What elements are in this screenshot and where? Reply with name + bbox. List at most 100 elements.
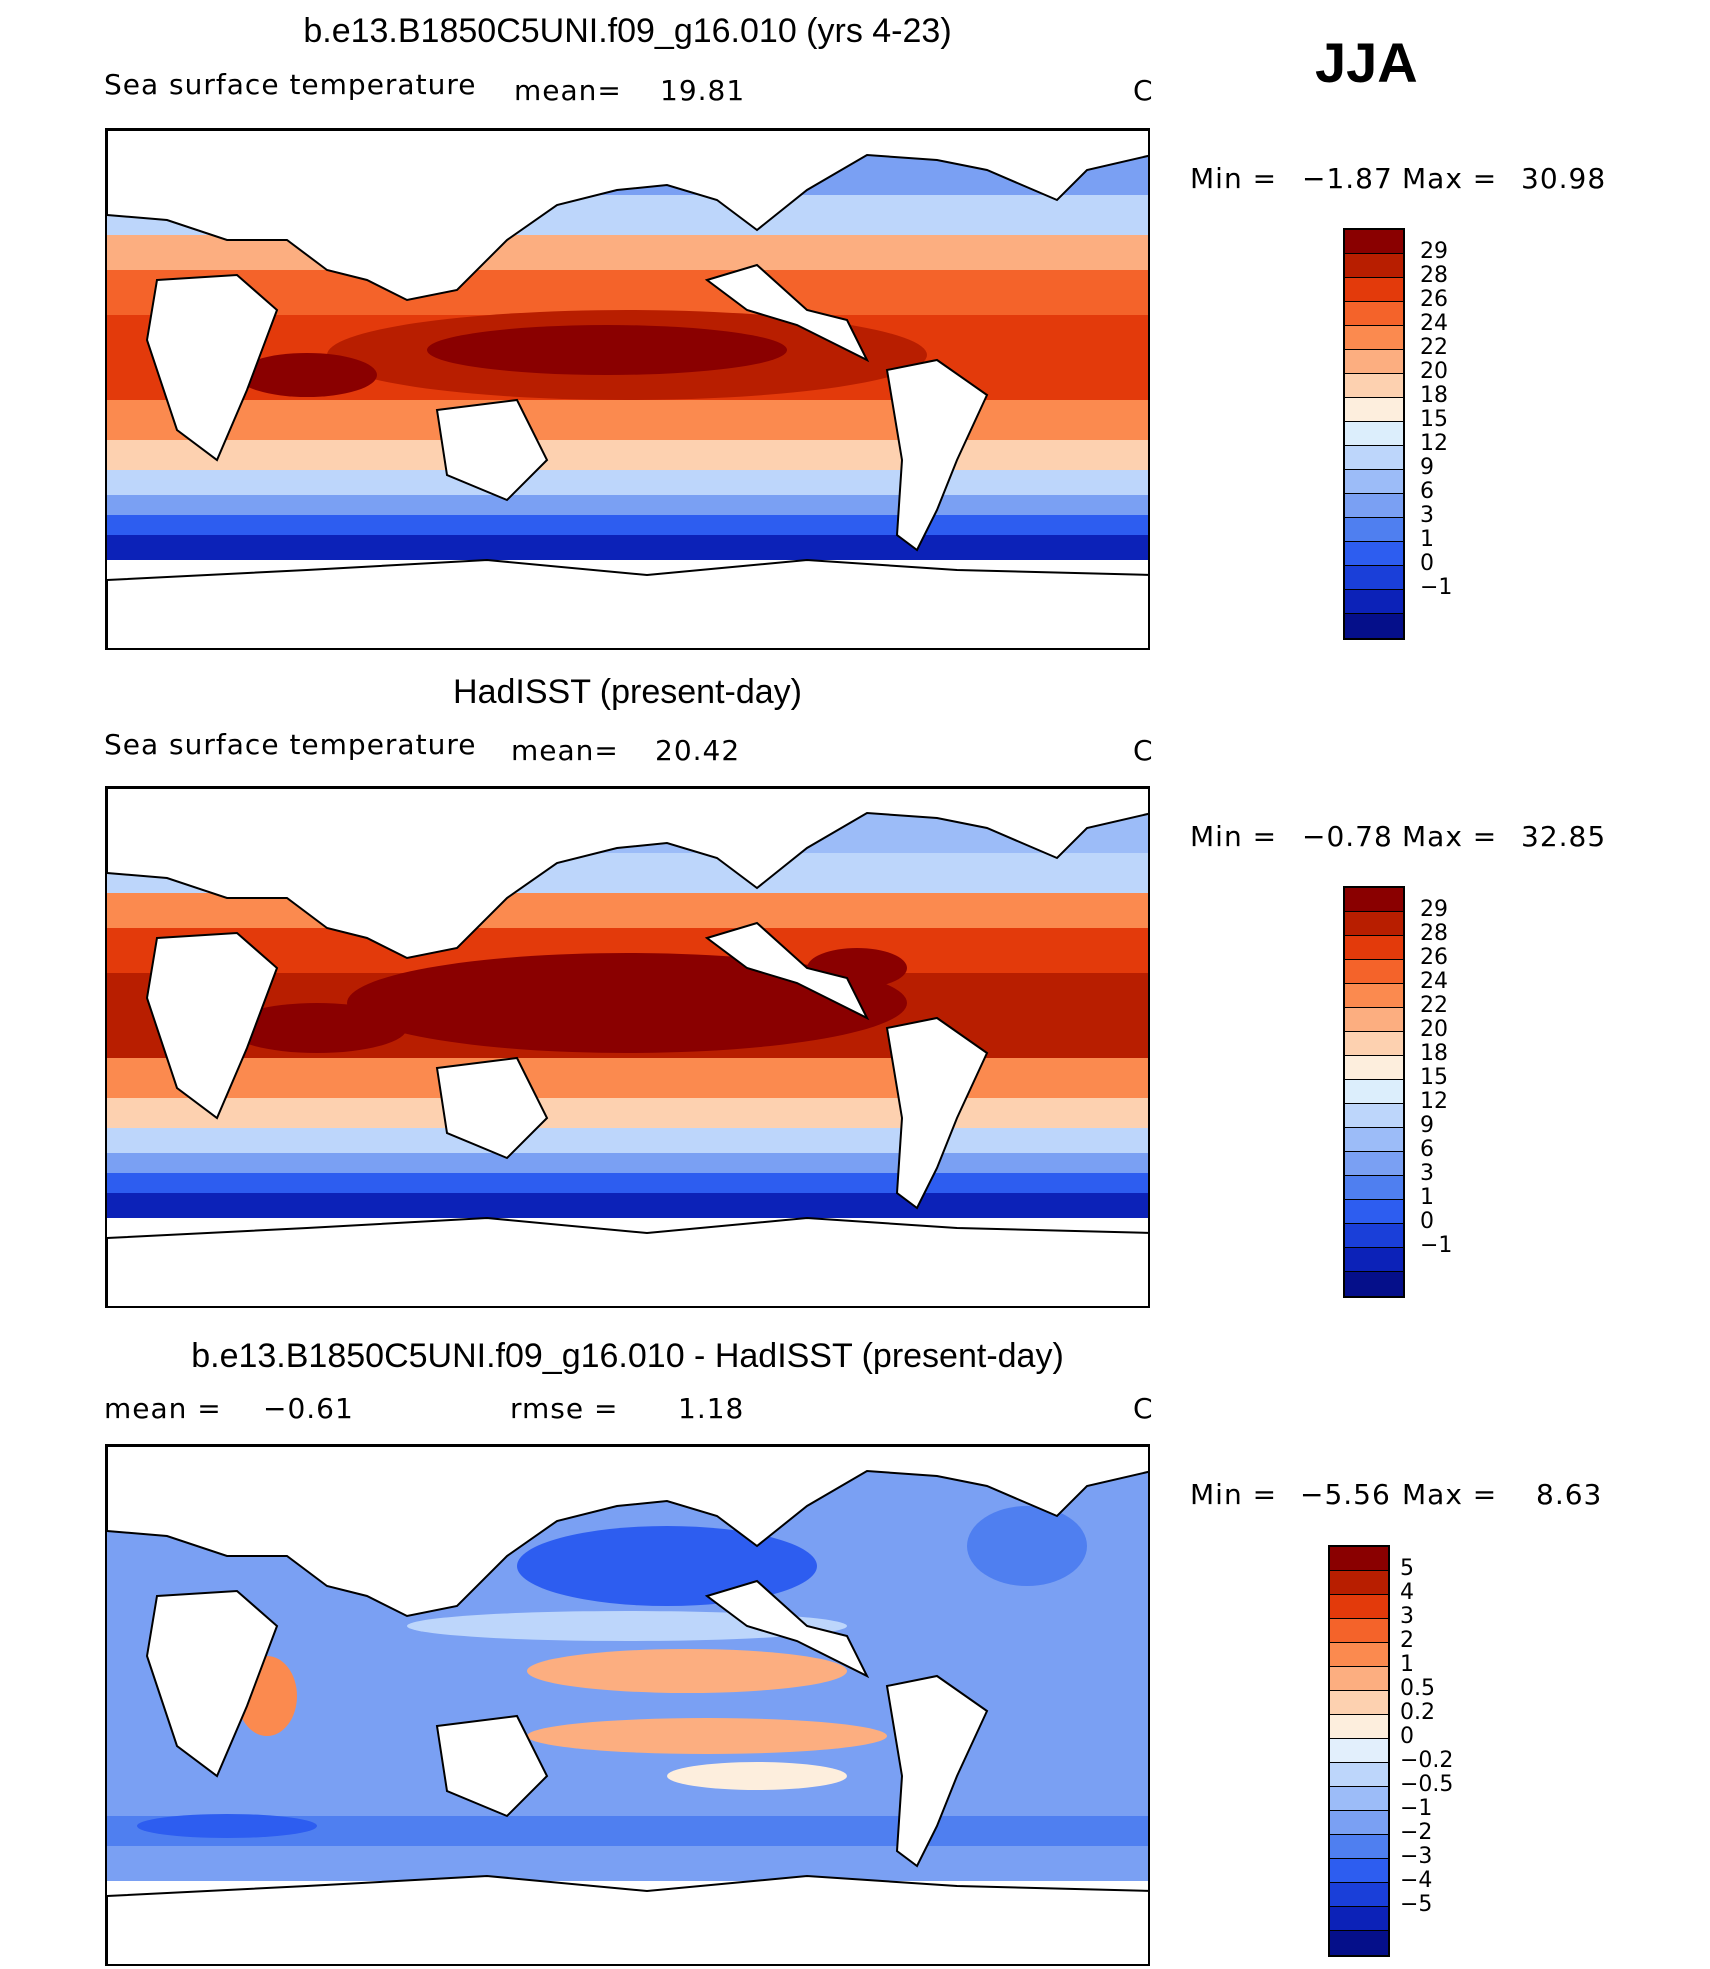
colorbar-segment: [1345, 254, 1403, 278]
colorbar-tick-label: 1: [1400, 1652, 1414, 1677]
colorbar-tick-label: 26: [1420, 945, 1448, 970]
colorbar-segment: [1345, 960, 1403, 984]
colorbar-segment: [1345, 1032, 1403, 1056]
panel-3-mean-label: mean =: [104, 1392, 222, 1425]
colorbar-tick-label: 15: [1420, 407, 1448, 432]
panel-1-units: C: [1133, 74, 1154, 107]
colorbar-segment: [1330, 1595, 1388, 1619]
colorbar-segment: [1330, 1547, 1388, 1571]
panel-3-difference-field: [107, 1446, 1148, 1964]
colorbar-tick-label: 9: [1420, 1113, 1434, 1138]
colorbar-tick-label: 22: [1420, 335, 1448, 360]
colorbar-tick-label: 9: [1420, 455, 1434, 480]
panel-1-map: [105, 128, 1150, 650]
panel-3-rmse-label: rmse =: [510, 1392, 619, 1425]
colorbar-tick-label: −1: [1420, 575, 1453, 600]
colorbar-segment: [1345, 590, 1403, 614]
panel-3-max-label: Max =: [1402, 1478, 1498, 1511]
colorbar-segment: [1345, 912, 1403, 936]
colorbar-tick-label: −1: [1420, 1233, 1453, 1258]
panel-1-colorbar: [1343, 228, 1405, 640]
colorbar-tick-label: 3: [1420, 1161, 1434, 1186]
colorbar-tick-label: 29: [1420, 897, 1448, 922]
panel-2-min-value: −0.78: [1302, 820, 1393, 853]
panel-3-colorbar: [1328, 1545, 1390, 1957]
colorbar-tick-label: 6: [1420, 479, 1434, 504]
colorbar-segment: [1345, 374, 1403, 398]
colorbar-segment: [1345, 1080, 1403, 1104]
panel-2-colorbar-ticks: 29 28 26 24 22 20 18 15 12 9 6 3 1 0 −1: [1420, 886, 1500, 1298]
colorbar-segment: [1345, 470, 1403, 494]
colorbar-segment: [1345, 1152, 1403, 1176]
colorbar-segment: [1330, 1643, 1388, 1667]
colorbar-segment: [1345, 302, 1403, 326]
panel-2-mean-value: 20.42: [655, 734, 741, 767]
panel-2-sst-field: [107, 788, 1148, 1306]
colorbar-tick-label: 24: [1420, 311, 1448, 336]
colorbar-segment: [1330, 1667, 1388, 1691]
colorbar-tick-label: 5: [1400, 1556, 1414, 1581]
colorbar-segment: [1345, 230, 1403, 254]
colorbar-tick-label: −5: [1400, 1892, 1433, 1917]
colorbar-segment: [1345, 350, 1403, 374]
colorbar-segment: [1345, 1200, 1403, 1224]
colorbar-segment: [1345, 984, 1403, 1008]
panel-1-sst-field: [107, 130, 1148, 648]
panel-1-min-label: Min =: [1190, 162, 1278, 195]
panel-1-title: b.e13.B1850C5UNI.f09_g16.010 (yrs 4-23): [303, 12, 952, 50]
panel-1-min-value: −1.87: [1302, 162, 1393, 195]
colorbar-segment: [1345, 936, 1403, 960]
colorbar-segment: [1345, 1104, 1403, 1128]
colorbar-segment: [1330, 1859, 1388, 1883]
colorbar-tick-label: 12: [1420, 431, 1448, 456]
panel-2-mean-label: mean=: [511, 734, 619, 767]
colorbar-segment: [1330, 1763, 1388, 1787]
colorbar-segment: [1330, 1715, 1388, 1739]
panel-2-max-value: 32.85: [1521, 820, 1607, 853]
colorbar-tick-label: 1: [1420, 527, 1434, 552]
season-label: JJA: [1315, 31, 1418, 94]
colorbar-segment: [1345, 326, 1403, 350]
colorbar-tick-label: 28: [1420, 263, 1448, 288]
colorbar-segment: [1330, 1883, 1388, 1907]
colorbar-segment: [1345, 1056, 1403, 1080]
panel-3-colorbar-ticks: 5 4 3 2 1 0.5 0.2 0 −0.2 −0.5 −1 −2 −3 −4 −5: [1400, 1545, 1500, 1957]
colorbar-segment: [1345, 1272, 1403, 1296]
colorbar-tick-label: 15: [1420, 1065, 1448, 1090]
colorbar-tick-label: −1: [1400, 1796, 1433, 1821]
colorbar-segment: [1330, 1619, 1388, 1643]
colorbar-tick-label: 20: [1420, 1017, 1448, 1042]
colorbar-tick-label: 2: [1400, 1628, 1414, 1653]
colorbar-tick-label: 0.2: [1400, 1700, 1435, 1725]
colorbar-segment: [1345, 566, 1403, 590]
colorbar-tick-label: 3: [1400, 1604, 1414, 1629]
colorbar-segment: [1345, 888, 1403, 912]
panel-3-min-label: Min =: [1190, 1478, 1278, 1511]
panel-1-max-label: Max =: [1402, 162, 1498, 195]
colorbar-segment: [1330, 1811, 1388, 1835]
colorbar-tick-label: 0: [1420, 551, 1434, 576]
panel-2-min-label: Min =: [1190, 820, 1278, 853]
panel-3-max-value: 8.63: [1536, 1478, 1603, 1511]
colorbar-tick-label: 29: [1420, 239, 1448, 264]
colorbar-tick-label: −2: [1400, 1820, 1433, 1845]
colorbar-segment: [1345, 1176, 1403, 1200]
panel-1-variable-label: Sea surface temperature: [104, 68, 477, 101]
colorbar-segment: [1345, 1008, 1403, 1032]
panel-2-title: HadISST (present-day): [453, 673, 802, 711]
colorbar-tick-label: 24: [1420, 969, 1448, 994]
colorbar-segment: [1330, 1787, 1388, 1811]
colorbar-segment: [1345, 422, 1403, 446]
panel-3-mean-value: −0.61: [263, 1392, 354, 1425]
colorbar-segment: [1330, 1691, 1388, 1715]
colorbar-tick-label: 12: [1420, 1089, 1448, 1114]
panel-2-map: [105, 786, 1150, 1308]
colorbar-tick-label: 0: [1420, 1209, 1434, 1234]
panel-1-max-value: 30.98: [1521, 162, 1607, 195]
panel-3-rmse-value: 1.18: [678, 1392, 745, 1425]
colorbar-tick-label: −0.5: [1400, 1772, 1454, 1797]
colorbar-tick-label: −3: [1400, 1844, 1433, 1869]
colorbar-segment: [1345, 1248, 1403, 1272]
colorbar-segment: [1330, 1907, 1388, 1931]
panel-3-map: [105, 1444, 1150, 1966]
